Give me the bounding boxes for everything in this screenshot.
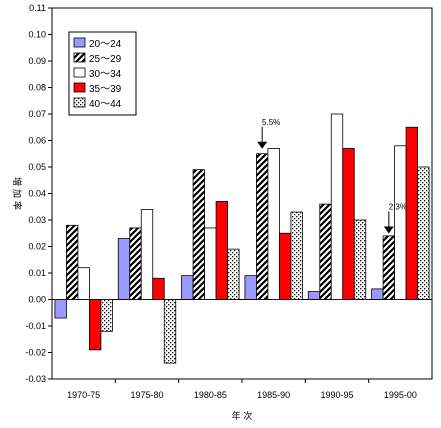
bars: [54, 113, 430, 364]
x-tick-label: 1980-85: [194, 390, 227, 400]
y-tick-label: 0.05: [28, 162, 46, 172]
y-tick-label: 0.01: [28, 268, 46, 278]
bar: [371, 288, 384, 300]
bar: [152, 277, 165, 300]
y-tick-label: 0.07: [28, 109, 46, 119]
legend-swatch: [73, 82, 86, 93]
x-tick-label: 1990-95: [320, 390, 353, 400]
bar: [382, 235, 395, 300]
legend-swatch: [73, 37, 86, 48]
bar: [342, 148, 355, 300]
bar: [89, 299, 102, 351]
bar: [215, 201, 228, 300]
x-tick-label: 1985-90: [257, 390, 290, 400]
bar: [256, 153, 269, 300]
y-tick-label: 0.03: [28, 215, 46, 225]
bar: [54, 299, 67, 319]
legend: 20～24 25～29 30～34 35～39 40～44: [68, 31, 137, 116]
bar: [290, 211, 303, 300]
bar: [394, 145, 407, 300]
y-tick-label: 0.11: [29, 3, 46, 13]
legend-swatch: [73, 67, 86, 78]
legend-label: 35～39: [89, 84, 122, 95]
bar: [330, 113, 344, 300]
bar: [66, 224, 79, 300]
annotations: 5.5% 2.3%: [257, 118, 407, 234]
y-tick-label: 0.06: [28, 136, 46, 146]
annotation-label: 2.3%: [389, 203, 407, 212]
y-tick-label: 0.04: [28, 189, 46, 199]
y-tick-label: 0.02: [28, 242, 46, 252]
legend-swatch: [73, 52, 86, 63]
annotation-arrow-head: [257, 141, 268, 149]
y-tick-label: 0.10: [28, 30, 46, 40]
y-tick-label: -0.01: [25, 321, 46, 331]
bar: [417, 166, 430, 300]
y-tick-label: 0.08: [28, 83, 46, 93]
legend-label: 30～34: [89, 69, 122, 80]
x-axis: 1970-75 1975-80 1980-85 1985-90 1990-95 1995-…: [52, 299, 432, 400]
y-axis-title: 増加率: [11, 177, 23, 213]
legend-swatch: [73, 97, 86, 108]
x-tick-label: 1995-00: [384, 390, 417, 400]
bar: [319, 203, 332, 300]
y-tick-label: -0.03: [25, 374, 46, 384]
bar: [405, 126, 418, 300]
annotation-arrow-head: [383, 226, 394, 234]
bar: [129, 227, 142, 300]
y-tick-label: 0.09: [28, 56, 46, 66]
bar: [244, 275, 257, 300]
bar: [192, 169, 205, 300]
bar: [353, 219, 367, 300]
bar: [163, 299, 177, 364]
bar: [267, 148, 280, 300]
bar: [204, 227, 217, 300]
x-tick-label: 1970-75: [67, 390, 100, 400]
bar: [227, 248, 240, 300]
y-tick-label: -0.02: [25, 348, 46, 358]
bar: [181, 275, 194, 300]
y-tick-label: 0.00: [28, 295, 46, 305]
y-axis: 0.11 0.10 0.09 0.08 0.07 0.06 0.05 0.04 0.03 0.02…: [25, 3, 52, 384]
x-tick-label: 1975-80: [130, 390, 163, 400]
bar: [307, 291, 321, 300]
bar: [117, 238, 131, 300]
bar: [100, 299, 113, 332]
bar: [77, 267, 90, 300]
bar: [279, 232, 292, 300]
x-axis-title: 年 次: [232, 410, 253, 422]
bar: [140, 208, 154, 300]
legend-label: 20～24: [89, 39, 122, 50]
legend-label: 40～44: [89, 99, 122, 110]
legend-label: 25～29: [89, 54, 122, 65]
annotation-label: 5.5%: [262, 118, 280, 127]
